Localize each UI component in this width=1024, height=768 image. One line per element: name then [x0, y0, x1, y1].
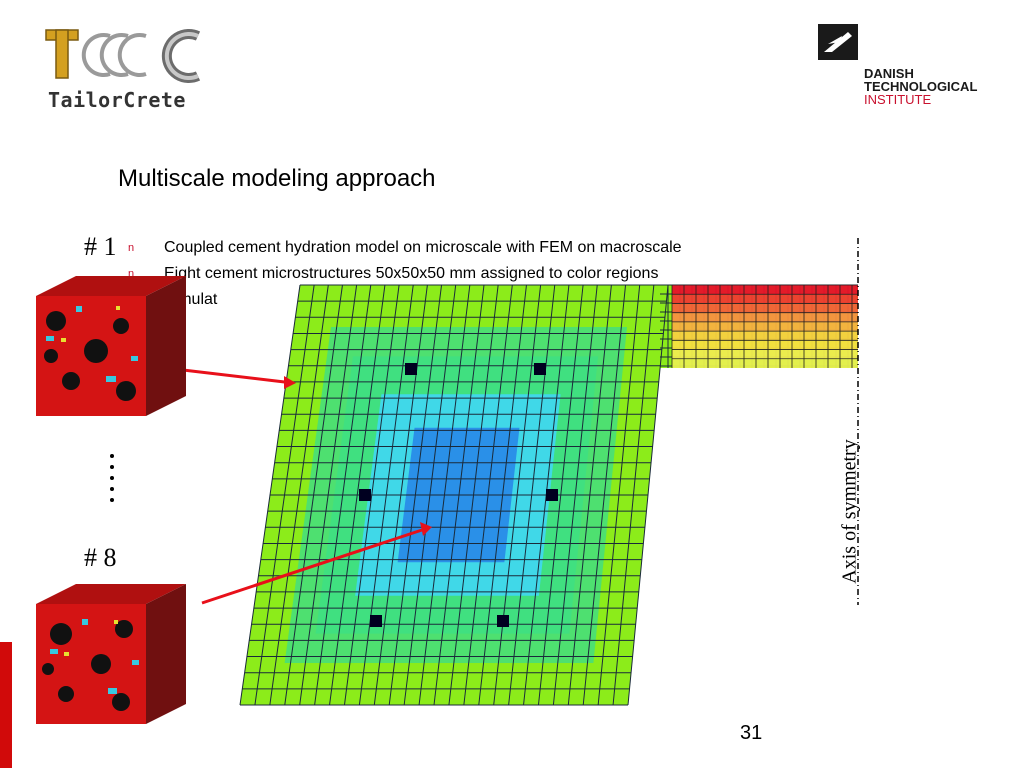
microstructure-cube-1: [36, 276, 186, 416]
heated-row: [672, 312, 858, 322]
label-cube-1: # 1: [84, 232, 117, 261]
dti-line-1: DANISH: [864, 66, 914, 81]
pointer-arrow-1: [182, 368, 294, 385]
reinforcement-nodes: [359, 363, 558, 627]
bullet-text: Eight cement microstructures 50x50x50 mm…: [164, 265, 659, 282]
microstructure-cube-8: [36, 584, 186, 724]
heated-strip: [671, 284, 858, 368]
bullet-item: n Coupled cement hydration model on micr…: [128, 235, 868, 261]
dti-line-3: INSTITUTE: [864, 92, 932, 107]
heated-row: [672, 349, 858, 359]
dti-logo-icon: [818, 24, 858, 60]
bullet-marker: n: [128, 242, 135, 254]
heated-row: [672, 340, 858, 350]
bullet-marker: n: [128, 268, 135, 280]
heated-row: [672, 358, 858, 368]
label-cube-8: # 8: [84, 543, 117, 572]
dti-line-2: TECHNOLOGICAL: [864, 79, 978, 94]
rebar-node: [534, 363, 546, 375]
rebar-node: [546, 489, 558, 501]
pointer-arrow-8: [201, 526, 429, 605]
slide-title: Multiscale modeling approach: [118, 165, 436, 192]
dti-logo-text: DANISH TECHNOLOGICAL INSTITUTE: [864, 67, 977, 106]
tailorcrete-wordmark: TailorCrete: [48, 88, 186, 112]
axis-of-symmetry-label: Axis of symmetry: [838, 439, 861, 584]
rebar-node: [370, 615, 382, 627]
bullet-list: n Coupled cement hydration model on micr…: [128, 235, 868, 313]
heated-row: [672, 321, 858, 332]
rebar-node: [405, 363, 417, 375]
accent-bar: [0, 642, 12, 768]
page-number: 31: [740, 722, 763, 744]
rebar-node: [497, 615, 509, 627]
heated-row: [672, 303, 858, 313]
heated-row: [672, 331, 858, 341]
heated-row: [672, 285, 858, 295]
rebar-node: [359, 489, 371, 501]
bullet-text: Coupled cement hydration model on micros…: [164, 239, 682, 256]
arrowhead-1: [284, 376, 296, 389]
heated-row: [672, 294, 858, 304]
arrowhead-8: [420, 522, 432, 536]
tailorcrete-logo-mark: [45, 29, 201, 83]
ellipsis-vertical: [110, 454, 114, 502]
bullet-item: n Eight cement microstructures 50x50x50 …: [128, 261, 868, 287]
